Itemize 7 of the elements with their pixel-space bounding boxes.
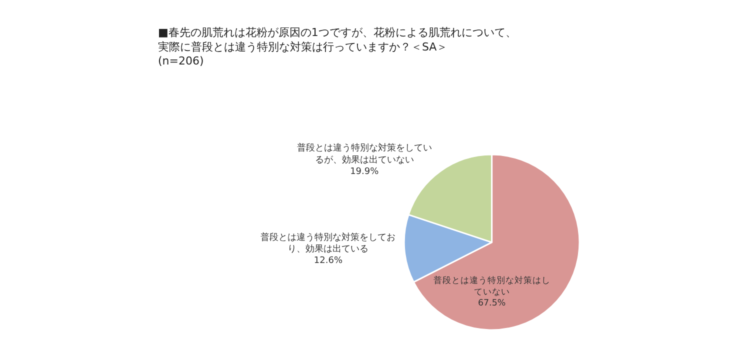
chart-title: ■春先の肌荒れは花粉が原因の1つですが、花粉による肌荒れについて、実際に普段とは違う特別な対策は行っていますか？＜SA＞ (n=206): [158, 26, 516, 68]
slice-label: 普段とは違う特別な対策をしているが、効果は出ていない: [296, 142, 432, 166]
data-label: 12.6%: [314, 256, 343, 266]
slice-label: 普段とは違う特別な対策はしていない: [433, 275, 550, 298]
data-label: 67.5%: [478, 298, 506, 309]
slice-label: 普段とは違う特別な対策をしており、効果は出ている: [260, 232, 396, 254]
data-label: 19.9%: [350, 167, 380, 178]
